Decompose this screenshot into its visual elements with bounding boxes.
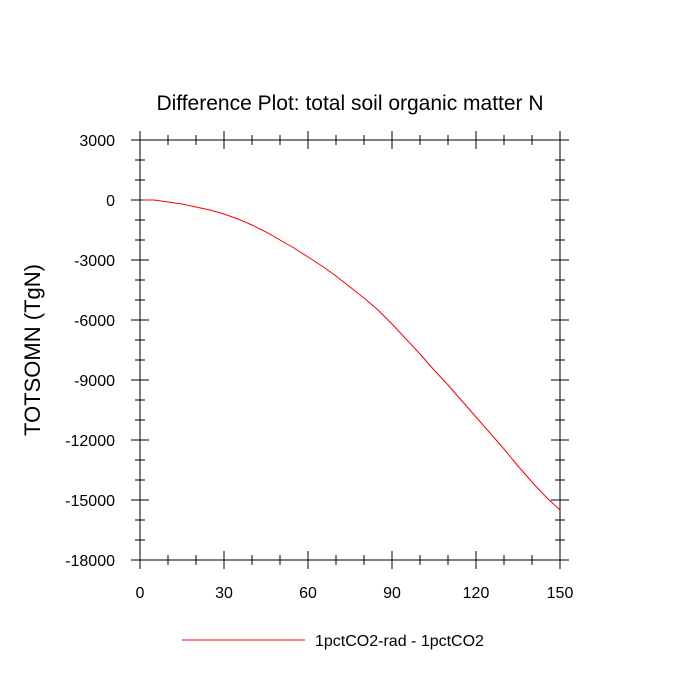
y-tick-label: -9000 [74,373,115,390]
y-tick-label: -3000 [74,253,115,270]
y-tick-label: 0 [106,193,115,210]
chart-title: Difference Plot: total soil organic matt… [156,92,543,115]
y-tick-label: -6000 [74,313,115,330]
x-tick-label: 0 [136,585,145,602]
y-tick-label: -18000 [65,553,115,570]
legend: 1pctCO2-rad - 1pctCO2 [182,633,484,650]
series-line [142,199,561,511]
y-axis-label: TOTSOMN (TgN) [20,264,45,436]
axis-ticks [131,131,569,569]
series-group [142,199,561,511]
y-tick-label: 3000 [79,133,115,150]
axis-tick-labels: 0 30 60 90 120 150 3000 0 -3000 -6000 -9000 -12000 -… [65,133,573,602]
y-tick-label: -15000 [65,493,115,510]
x-tick-label: 150 [547,585,574,602]
y-tick-label: -12000 [65,433,115,450]
x-tick-label: 30 [215,585,233,602]
x-tick-label: 120 [463,585,490,602]
plot-frame [139,139,561,561]
x-tick-label: 90 [383,585,401,602]
x-tick-label: 60 [299,585,317,602]
legend-label: 1pctCO2-rad - 1pctCO2 [315,633,484,650]
